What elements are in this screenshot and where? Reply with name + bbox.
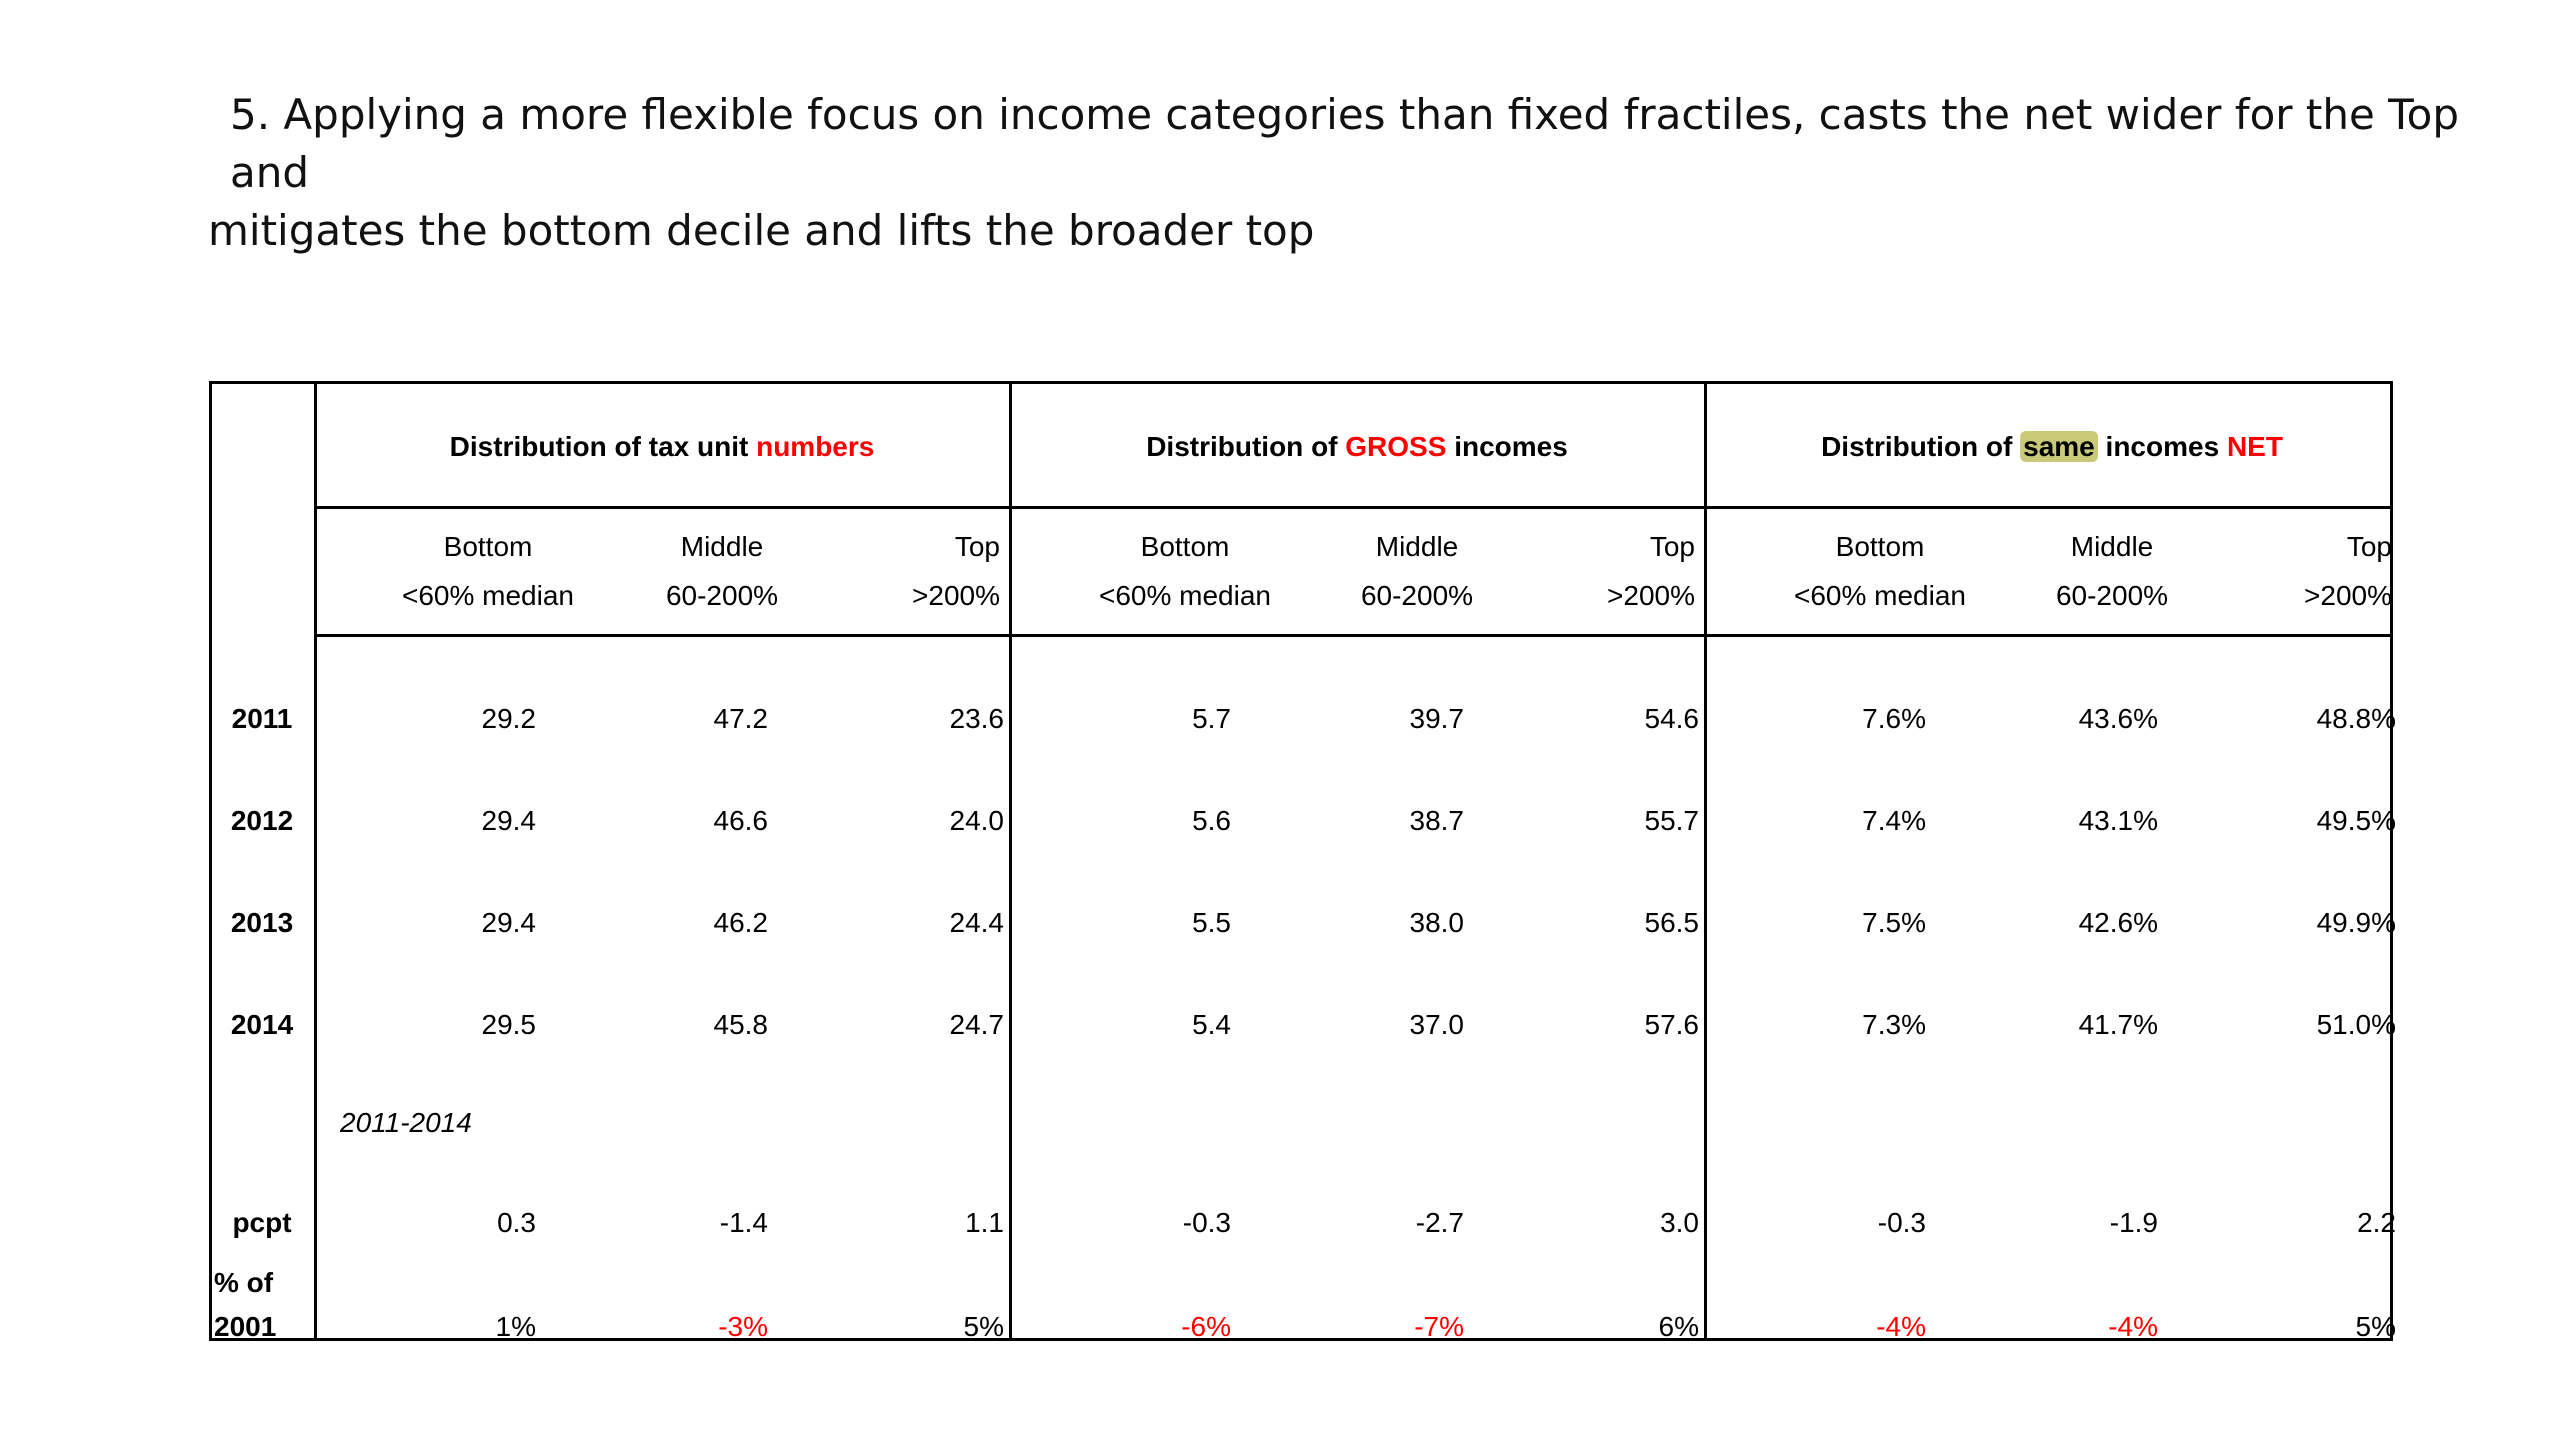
divider-group-1 — [1009, 384, 1012, 1341]
table-cell: 5.6 — [1192, 805, 1231, 836]
subheader-bottom-range: <60% median — [1793, 580, 1967, 611]
distribution-table: Distribution of tax unit numbers Distrib… — [209, 381, 2396, 1342]
row-label-pct-of-line1: % of — [214, 1267, 274, 1298]
subheader-middle-label: Middle — [2070, 531, 2154, 562]
divider-label-col — [314, 384, 317, 1341]
title-line-2: mitigates the bottom decile and lifts th… — [208, 206, 1315, 255]
table-cell: 43.1% — [2078, 805, 2158, 836]
table-cell: 38.7 — [1409, 805, 1465, 836]
group-header-gross: Distribution of GROSS incomes — [1146, 431, 1568, 462]
row-label-year: 2013 — [230, 907, 294, 938]
table-cell: -4% — [1876, 1311, 1926, 1342]
table-cell: 43.6% — [2078, 703, 2158, 734]
table-cell: -3% — [718, 1311, 768, 1342]
header-rule — [314, 506, 2393, 509]
subheader-top-label: Top — [1649, 531, 1695, 562]
table-cell: 47.2 — [713, 703, 769, 734]
table-cell: 38.0 — [1409, 907, 1465, 938]
subheader-middle-range: 60-200% — [1360, 580, 1474, 611]
table-cell: -1.9 — [2109, 1207, 2158, 1238]
table-cell: 29.2 — [481, 703, 537, 734]
row-label-pcpt: pcpt — [232, 1207, 292, 1238]
row-label-year: 2012 — [230, 805, 294, 836]
table-cell: 46.2 — [713, 907, 769, 938]
group-header-numbers: Distribution of tax unit numbers — [449, 431, 875, 462]
subheader-middle-label: Middle — [1375, 531, 1459, 562]
table-cell: 51.0% — [2316, 1009, 2396, 1040]
table-cell: 29.5 — [481, 1009, 537, 1040]
period-label: 2011-2014 — [340, 1107, 472, 1138]
table-cell: 24.4 — [949, 907, 1005, 938]
table-cell: -1.4 — [719, 1207, 768, 1238]
table-cell: 7.5% — [1862, 907, 1926, 938]
table-cell: 48.8% — [2316, 703, 2396, 734]
subheader-bottom-range: <60% median — [401, 580, 575, 611]
subheader-bottom-label: Bottom — [443, 531, 533, 562]
table-cell: -0.3 — [1182, 1207, 1231, 1238]
table-cell: -4% — [2108, 1311, 2158, 1342]
table-cell: -0.3 — [1877, 1207, 1926, 1238]
subheader-top-label: Top — [2346, 531, 2392, 562]
table-cell: 24.0 — [949, 805, 1005, 836]
table-cell: 23.6 — [949, 703, 1005, 734]
subheader-middle-label: Middle — [680, 531, 764, 562]
table-cell: 1.1 — [965, 1207, 1004, 1238]
row-label-year: 2014 — [230, 1009, 294, 1040]
subheader-top-range: >200% — [912, 580, 1000, 611]
table-cell: 24.7 — [949, 1009, 1005, 1040]
row-label-pct-of-line2: 2001 — [214, 1311, 277, 1342]
table-cell: 29.4 — [481, 805, 537, 836]
slide-title: 5. Applying a more flexible focus on inc… — [208, 86, 2498, 260]
table-cell: -7% — [1414, 1311, 1464, 1342]
table-cell: 5.4 — [1192, 1009, 1231, 1040]
subheader-middle-range: 60-200% — [665, 580, 779, 611]
table-cell: 5.7 — [1192, 703, 1231, 734]
table-cell: 1% — [495, 1311, 536, 1342]
subheader-bottom-range: <60% median — [1098, 580, 1272, 611]
table-cell: -2.7 — [1415, 1207, 1464, 1238]
table-cell: 6% — [1658, 1311, 1699, 1342]
table-cell: 42.6% — [2078, 907, 2158, 938]
subheader-bottom-label: Bottom — [1140, 531, 1230, 562]
title-line-1: 5. Applying a more flexible focus on inc… — [230, 90, 2460, 197]
table-cell: 5% — [2355, 1311, 2396, 1342]
subheader-top-label: Top — [954, 531, 1000, 562]
table-cell: 5% — [963, 1311, 1004, 1342]
table-cell: 41.7% — [2078, 1009, 2158, 1040]
table-cell: 49.9% — [2316, 907, 2396, 938]
group-header-net: Distribution of same incomes NET — [1821, 431, 2283, 462]
subheader-top-range: >200% — [2304, 580, 2392, 611]
table-cell: 37.0 — [1409, 1009, 1465, 1040]
row-label-year: 2011 — [231, 703, 293, 734]
table-cell: 7.6% — [1862, 703, 1926, 734]
table-cell: 54.6 — [1644, 703, 1700, 734]
table-cell: 2.2 — [2357, 1207, 2396, 1238]
table-cell: 39.7 — [1409, 703, 1465, 734]
table-cell: -6% — [1181, 1311, 1231, 1342]
table-cell: 3.0 — [1660, 1207, 1699, 1238]
table-cell: 57.6 — [1644, 1009, 1700, 1040]
table-cell: 46.6 — [713, 805, 769, 836]
table-cell: 0.3 — [497, 1207, 536, 1238]
subheader-bottom-label: Bottom — [1835, 531, 1925, 562]
subheader-rule — [314, 634, 2393, 637]
table-cell: 7.4% — [1862, 805, 1926, 836]
table-cell: 45.8 — [713, 1009, 769, 1040]
table-cell: 29.4 — [481, 907, 537, 938]
table-cell: 7.3% — [1862, 1009, 1926, 1040]
table-cell: 5.5 — [1192, 907, 1231, 938]
highlighted-word: same — [2020, 431, 2098, 462]
table-cell: 49.5% — [2316, 805, 2396, 836]
subheader-top-range: >200% — [1607, 580, 1695, 611]
table-cell: 55.7 — [1644, 805, 1700, 836]
table-cell: 56.5 — [1644, 907, 1700, 938]
subheader-middle-range: 60-200% — [2055, 580, 2169, 611]
divider-group-2 — [1704, 384, 1707, 1341]
